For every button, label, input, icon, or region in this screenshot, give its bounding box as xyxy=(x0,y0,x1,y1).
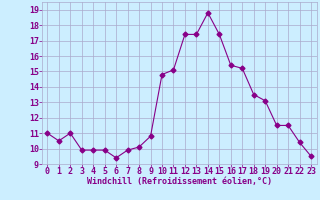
X-axis label: Windchill (Refroidissement éolien,°C): Windchill (Refroidissement éolien,°C) xyxy=(87,177,272,186)
